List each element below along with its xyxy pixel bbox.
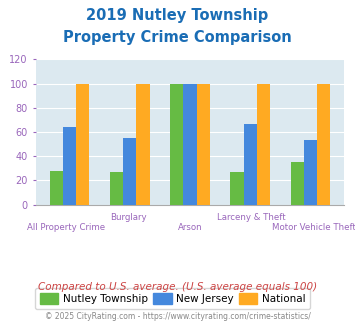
Bar: [257, 83, 270, 205]
Bar: [244, 123, 257, 205]
Bar: [110, 172, 123, 205]
Text: Property Crime Comparison: Property Crime Comparison: [63, 30, 292, 45]
Text: © 2025 CityRating.com - https://www.cityrating.com/crime-statistics/: © 2025 CityRating.com - https://www.city…: [45, 312, 310, 321]
Text: Arson: Arson: [178, 223, 202, 232]
Bar: [63, 127, 76, 205]
Bar: [230, 172, 244, 205]
Text: Compared to U.S. average. (U.S. average equals 100): Compared to U.S. average. (U.S. average …: [38, 282, 317, 292]
Bar: [183, 83, 197, 205]
Text: Motor Vehicle Theft: Motor Vehicle Theft: [272, 223, 355, 232]
Bar: [50, 171, 63, 205]
Bar: [170, 83, 183, 205]
Bar: [304, 141, 317, 205]
Text: Burglary: Burglary: [110, 213, 147, 222]
Text: 2019 Nutley Township: 2019 Nutley Township: [86, 8, 269, 23]
Bar: [76, 83, 89, 205]
Bar: [317, 83, 330, 205]
Text: All Property Crime: All Property Crime: [27, 223, 105, 232]
Bar: [197, 83, 210, 205]
Legend: Nutley Township, New Jersey, National: Nutley Township, New Jersey, National: [34, 288, 310, 310]
Bar: [136, 83, 149, 205]
Text: Larceny & Theft: Larceny & Theft: [217, 213, 286, 222]
Bar: [290, 162, 304, 205]
Bar: [123, 138, 136, 205]
